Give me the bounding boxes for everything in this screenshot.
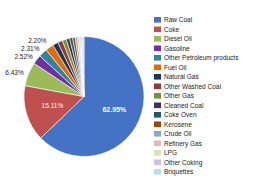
data-label: 6.43%	[5, 69, 24, 76]
legend-label: Cleaned Coal	[164, 102, 204, 109]
legend-label: Coke Oven	[164, 111, 197, 118]
data-label: 2.20%	[28, 37, 47, 44]
legend-item: Other Gas	[154, 92, 195, 99]
legend-label: Briquettes	[164, 168, 194, 176]
legend-swatch	[154, 36, 161, 42]
legend-swatch	[154, 17, 161, 23]
legend-item: Other Washed Coal	[154, 83, 221, 90]
legend-label: Diesel Oil	[164, 35, 192, 42]
pie	[24, 37, 144, 157]
data-labels: 62.95% 15.11% 6.43% 2.52%2.31%2.20%	[5, 37, 127, 113]
legend-swatch	[154, 74, 161, 80]
legend-label: Other Gas	[164, 92, 195, 99]
legend-item: Gasoline	[154, 45, 190, 52]
legend-label: Other Washed Coal	[164, 83, 221, 90]
legend-label: Coke	[164, 26, 180, 33]
pie-slice	[72, 37, 84, 96]
legend-label: Crude Oil	[164, 130, 192, 137]
pie-slice	[79, 37, 84, 97]
legend-swatch	[154, 84, 161, 90]
legend-swatch	[154, 169, 161, 175]
legend-label: Gasoline	[164, 45, 190, 52]
legend-label: Other Coking	[164, 159, 203, 167]
legend-item: Coke	[154, 26, 180, 33]
legend-swatch	[154, 27, 161, 33]
data-label: 2.31%	[21, 45, 40, 52]
legend-item: Coke Oven	[154, 111, 197, 118]
legend-item: Other Petroleum products	[154, 54, 239, 62]
data-label: 2.52%	[14, 53, 33, 60]
legend-label: Fuel Oil	[164, 64, 187, 71]
legend-swatch	[154, 93, 161, 99]
legend-swatch	[154, 46, 161, 52]
legend-label: Natural Gas	[164, 73, 199, 80]
legend-item: Diesel Oil	[154, 35, 192, 42]
legend-swatch	[154, 131, 161, 137]
legend-swatch	[154, 55, 161, 61]
legend-item: Crude Oil	[154, 130, 192, 137]
legend-item: Natural Gas	[154, 73, 199, 80]
legend-swatch	[154, 103, 161, 109]
legend-item: Other Coking	[154, 159, 203, 167]
legend-label: Refinery Gas	[164, 140, 203, 148]
legend-swatch	[154, 141, 161, 147]
legend-item: Cleaned Coal	[154, 102, 204, 109]
legend-label: Kerosene	[164, 121, 192, 128]
chart: 62.95% 15.11% 6.43% 2.52%2.31%2.20% Raw Coal…	[0, 0, 261, 193]
legend-item: Kerosene	[154, 121, 192, 128]
pie-slice	[77, 37, 84, 97]
legend-swatch	[154, 150, 161, 156]
data-label: 62.95%	[102, 106, 127, 113]
legend-label: Other Petroleum products	[164, 54, 239, 62]
legend-swatch	[154, 160, 161, 166]
legend-item: LPG	[154, 149, 177, 156]
legend-swatch	[154, 112, 161, 118]
legend-label: LPG	[164, 149, 177, 156]
legend-swatch	[154, 122, 161, 128]
legend-label: Raw Coal	[164, 16, 193, 23]
legend-item: Briquettes	[154, 168, 194, 176]
pie-slice	[82, 37, 84, 97]
legend-item: Fuel Oil	[154, 64, 187, 71]
legend: Raw Coal Coke Diesel Oil Gasoline Other Petr…	[154, 16, 239, 176]
legend-item: Refinery Gas	[154, 140, 203, 148]
legend-item: Raw Coal	[154, 16, 193, 23]
pie-slice	[75, 37, 84, 97]
pie-slice	[81, 37, 84, 97]
data-label: 15.11%	[42, 102, 64, 109]
legend-swatch	[154, 65, 161, 71]
